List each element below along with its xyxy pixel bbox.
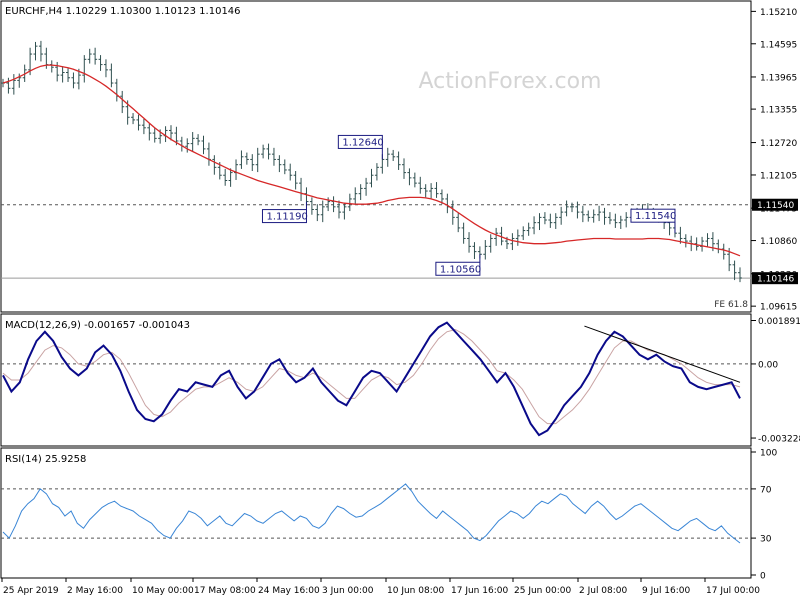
macd-line — [2, 321, 741, 437]
price-annotation-box — [435, 261, 481, 276]
price-y-tick-label: 1.10860 — [760, 237, 797, 247]
price-annotation-label: 1.10560 — [440, 264, 481, 275]
x-tick-label: 25 Jun 00:00 — [514, 586, 571, 596]
rsi-panel-frame — [0, 447, 752, 579]
x-tick-label: 17 Jul 00:00 — [706, 586, 760, 596]
rsi-y-axis: 100 70 30 0 — [1, 449, 777, 582]
x-tick-label: 2 May 16:00 — [67, 586, 123, 596]
price-y-tick-label: 1.12105 — [760, 171, 797, 181]
x-tick-label: 3 Jun 00:00 — [322, 586, 374, 596]
price-annotation-label: 1.11540 — [635, 211, 676, 222]
macd-y-tick-label: 0.001891 — [758, 317, 800, 327]
watermark-text: ActionForex.com — [419, 69, 602, 94]
rsi-header: RSI(14) 25.9258 — [5, 454, 86, 465]
price-tag-label: 1.11540 — [757, 201, 794, 211]
moving-average-line — [2, 64, 741, 257]
price-annotation-box — [261, 209, 307, 224]
macd-signal-line — [2, 328, 741, 425]
rsi-y-tick-label: 0 — [760, 572, 766, 582]
price-annotation-box — [630, 208, 676, 223]
price-tag-box — [752, 198, 798, 211]
rsi-y-tick-label: 70 — [760, 485, 772, 495]
price-y-tick-label: 1.13965 — [760, 73, 797, 83]
x-tick-label: 2 Jul 08:00 — [579, 586, 628, 596]
price-annotations: 1.12640 1.11190 1.10560 1.11540 — [261, 134, 676, 276]
price-right-tags: 1.11540 1.10146 — [752, 198, 798, 285]
macd-trendline — [584, 325, 741, 383]
price-tag-label: 1.10146 — [757, 275, 794, 285]
macd-lines — [2, 321, 741, 437]
macd-header: MACD(12,26,9) -0.001657 -0.001043 — [5, 320, 190, 331]
price-tag-box — [752, 272, 798, 285]
rsi-lines — [2, 483, 741, 544]
price-y-tick-label: 1.15210 — [760, 8, 797, 18]
macd-panel-frame — [0, 313, 752, 447]
price-reference-lines — [1, 204, 751, 279]
price-panel-frame — [0, 0, 752, 313]
x-tick-label: 10 Jun 08:00 — [387, 586, 444, 596]
x-tick-label: 24 May 16:00 — [258, 586, 320, 596]
rsi-y-tick-label: 30 — [760, 535, 772, 545]
x-tick-label: 9 Jul 16:00 — [642, 586, 691, 596]
macd-y-axis: 0.001891 0.00 -0.003228 — [1, 317, 800, 445]
price-y-tick-label: 1.14595 — [760, 40, 797, 50]
rsi-y-tick-label: 100 — [760, 449, 777, 459]
price-annotation-label: 1.12640 — [342, 137, 383, 148]
price-bar-series — [1, 40, 742, 283]
x-tick-label: 17 May 08:00 — [194, 586, 256, 596]
price-header: EURCHF,H4 1.10229 1.10300 1.10123 1.1014… — [5, 6, 241, 17]
x-tick-label: 17 Jun 16:00 — [451, 586, 508, 596]
price-y-axis: 1.15210 1.14595 1.13965 1.13355 1.12720 1.121… — [751, 8, 797, 313]
x-tick-label: 10 May 00:00 — [132, 586, 194, 596]
fe-corner-text: FE 61.8 — [714, 300, 748, 310]
macd-y-tick-label: -0.003228 — [758, 435, 800, 445]
price-y-tick-label: 1.09615 — [760, 303, 797, 313]
x-tick-label: 25 Apr 2019 — [3, 586, 59, 596]
time-x-axis: 25 Apr 2019 2 May 16:00 10 May 00:00 17 May… — [1, 578, 760, 596]
price-y-tick-label: 1.13355 — [760, 106, 797, 116]
price-annotation-label: 1.11190 — [266, 212, 307, 223]
price-annotation-box — [337, 134, 383, 149]
price-y-tick-label: 1.12720 — [760, 139, 797, 149]
rsi-line — [2, 483, 741, 544]
ma-line — [2, 64, 741, 257]
macd-y-tick-label: 0.00 — [758, 360, 778, 370]
